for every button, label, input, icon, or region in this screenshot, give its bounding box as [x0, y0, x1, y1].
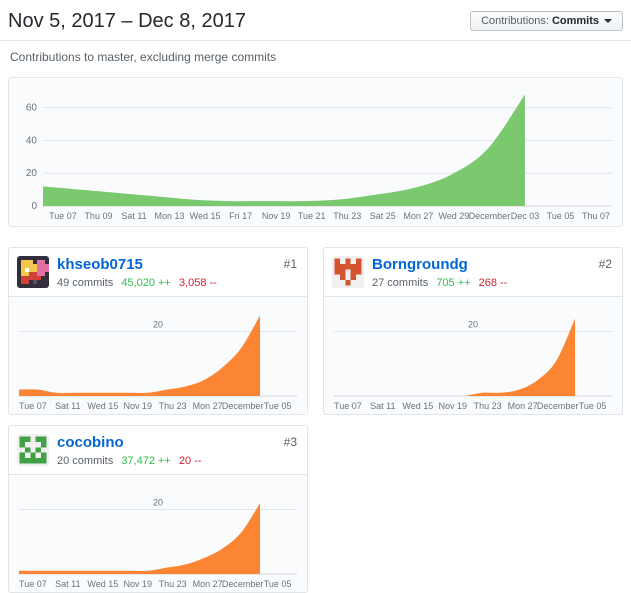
page-title: Nov 5, 2017 – Dec 8, 2017: [8, 10, 246, 32]
svg-text:Sat 11: Sat 11: [121, 211, 146, 221]
svg-text:Tue 07: Tue 07: [334, 401, 362, 411]
svg-text:Thu 23: Thu 23: [474, 401, 502, 411]
contributor-chart-area: 20 Tue 07 Sat 11 Wed 15 Nov 19 Thu 23 Mon 27 De…: [324, 296, 622, 414]
svg-text:Wed 15: Wed 15: [190, 211, 221, 221]
svg-text:Thu 23: Thu 23: [159, 401, 187, 411]
contributor-cards-grid: khseob0715 49 commits 45,020 ++ 3,058 --…: [8, 247, 623, 593]
commit-count: 20 commits: [57, 455, 114, 467]
commit-count: 27 commits: [372, 277, 429, 289]
dropdown-value: Commits: [551, 15, 599, 27]
chart-subtitle: Contributions to master, excluding merge…: [10, 50, 277, 64]
contributor-stats: 20 commits 37,472 ++ 20 --: [57, 455, 202, 467]
svg-text:Mon 27: Mon 27: [508, 401, 538, 411]
avatar[interactable]: [332, 256, 364, 288]
header-divider: [0, 40, 631, 41]
deletions-count: 3,058 --: [178, 277, 217, 289]
svg-text:Fri 17: Fri 17: [229, 211, 252, 221]
svg-text:Mon 27: Mon 27: [193, 401, 223, 411]
contributor-chart: 20 Tue 07 Sat 11 Wed 15 Nov 19 Thu 23 Mon 27 De…: [19, 315, 297, 411]
contributor-info: khseob0715 49 commits 45,020 ++ 3,058 --: [57, 256, 217, 289]
contributor-stats: 49 commits 45,020 ++ 3,058 --: [57, 277, 217, 289]
contributor-stats: 27 commits 705 ++ 268 --: [372, 277, 507, 289]
svg-text:December: December: [222, 401, 264, 411]
rank-link[interactable]: #3: [283, 435, 297, 449]
deletions-count: 20 --: [178, 455, 202, 467]
svg-text:Wed 29: Wed 29: [438, 211, 469, 221]
contributor-chart-area: 20 Tue 07 Sat 11 Wed 15 Nov 19 Thu 23 Mon 27 De…: [9, 296, 307, 414]
svg-text:20: 20: [153, 320, 163, 330]
additions-count: 45,020 ++: [121, 277, 171, 289]
svg-text:Dec 03: Dec 03: [511, 211, 540, 221]
svg-text:Sat 11: Sat 11: [370, 401, 395, 411]
main-chart-panel: 0 20 40 60 Tue 07 Thu 09 Sat 11 Mon 13 Wed 15 Fri…: [8, 77, 623, 227]
contributor-card-header: Borngroundg 27 commits 705 ++ 268 -- #2: [324, 248, 622, 296]
main-contributions-chart: 0 20 40 60 Tue 07 Thu 09 Sat 11 Mon 13 Wed 15 Fri…: [26, 94, 612, 221]
svg-text:Sat 11: Sat 11: [55, 579, 80, 589]
contributor-card: khseob0715 49 commits 45,020 ++ 3,058 --…: [8, 247, 308, 415]
avatar[interactable]: [17, 434, 49, 466]
svg-text:40: 40: [26, 135, 38, 146]
contributor-chart: 20 Tue 07 Sat 11 Wed 15 Nov 19 Thu 23 Mon 27 De…: [19, 498, 297, 589]
additions-count: 705 ++: [436, 277, 471, 289]
svg-text:20: 20: [153, 498, 163, 508]
svg-text:Tue 07: Tue 07: [19, 579, 47, 589]
svg-text:Sat 25: Sat 25: [370, 211, 396, 221]
contributor-chart-area: 20 Tue 07 Sat 11 Wed 15 Nov 19 Thu 23 Mon 27 De…: [9, 474, 307, 592]
rank-link[interactable]: #2: [598, 257, 612, 271]
svg-text:Mon 27: Mon 27: [193, 579, 223, 589]
deletions-count: 268 --: [478, 277, 508, 289]
contributor-name-link[interactable]: khseob0715: [57, 256, 143, 273]
contributor-card-header: cocobino 20 commits 37,472 ++ 20 -- #3: [9, 426, 307, 474]
contributor-name-link[interactable]: Borngroundg: [372, 256, 468, 273]
svg-text:20: 20: [26, 168, 38, 179]
svg-text:Wed 15: Wed 15: [402, 401, 433, 411]
svg-text:Tue 07: Tue 07: [49, 211, 77, 221]
svg-text:Thu 09: Thu 09: [84, 211, 112, 221]
contributor-info: cocobino 20 commits 37,472 ++ 20 --: [57, 434, 202, 467]
svg-text:Tue 05: Tue 05: [579, 401, 607, 411]
svg-text:Nov 19: Nov 19: [123, 401, 152, 411]
caret-down-icon: [604, 19, 612, 27]
svg-text:Nov 19: Nov 19: [123, 579, 152, 589]
svg-text:Mon 13: Mon 13: [155, 211, 185, 221]
svg-text:Sat 11: Sat 11: [55, 401, 80, 411]
svg-text:60: 60: [26, 103, 38, 114]
contributor-card-header: khseob0715 49 commits 45,020 ++ 3,058 --…: [9, 248, 307, 296]
svg-text:Mon 27: Mon 27: [403, 211, 433, 221]
svg-text:Wed 15: Wed 15: [87, 401, 118, 411]
svg-text:Tue 05: Tue 05: [264, 579, 292, 589]
svg-text:December: December: [222, 579, 264, 589]
contributor-name-link[interactable]: cocobino: [57, 434, 124, 451]
svg-text:Nov 19: Nov 19: [438, 401, 467, 411]
svg-text:0: 0: [31, 201, 37, 212]
avatar-image: [332, 256, 364, 288]
svg-text:Tue 07: Tue 07: [19, 401, 47, 411]
rank-link[interactable]: #1: [283, 257, 297, 271]
avatar-image: [17, 434, 49, 466]
contributor-chart: 20 Tue 07 Sat 11 Wed 15 Nov 19 Thu 23 Mon 27 De…: [334, 318, 612, 411]
svg-text:Thu 07: Thu 07: [582, 211, 610, 221]
svg-text:Thu 23: Thu 23: [333, 211, 361, 221]
contributor-card: Borngroundg 27 commits 705 ++ 268 -- #2 …: [323, 247, 623, 415]
contributor-info: Borngroundg 27 commits 705 ++ 268 --: [372, 256, 507, 289]
svg-text:Tue 21: Tue 21: [298, 211, 326, 221]
page-header: Nov 5, 2017 – Dec 8, 2017 Contributions:…: [8, 8, 623, 34]
contributions-dropdown-button[interactable]: Contributions: Commits: [470, 11, 623, 31]
svg-text:20: 20: [468, 320, 478, 330]
svg-text:Nov 19: Nov 19: [262, 211, 291, 221]
svg-text:Wed 15: Wed 15: [87, 579, 118, 589]
avatar[interactable]: [17, 256, 49, 288]
commit-count: 49 commits: [57, 277, 114, 289]
additions-count: 37,472 ++: [121, 455, 171, 467]
avatar-image: [17, 256, 49, 288]
svg-text:Tue 05: Tue 05: [547, 211, 575, 221]
dropdown-label: Contributions:: [481, 15, 549, 27]
svg-text:Thu 23: Thu 23: [159, 579, 187, 589]
svg-text:Tue 05: Tue 05: [264, 401, 292, 411]
svg-text:December: December: [469, 211, 511, 221]
svg-text:December: December: [537, 401, 579, 411]
contributor-card: cocobino 20 commits 37,472 ++ 20 -- #3 2…: [8, 425, 308, 593]
